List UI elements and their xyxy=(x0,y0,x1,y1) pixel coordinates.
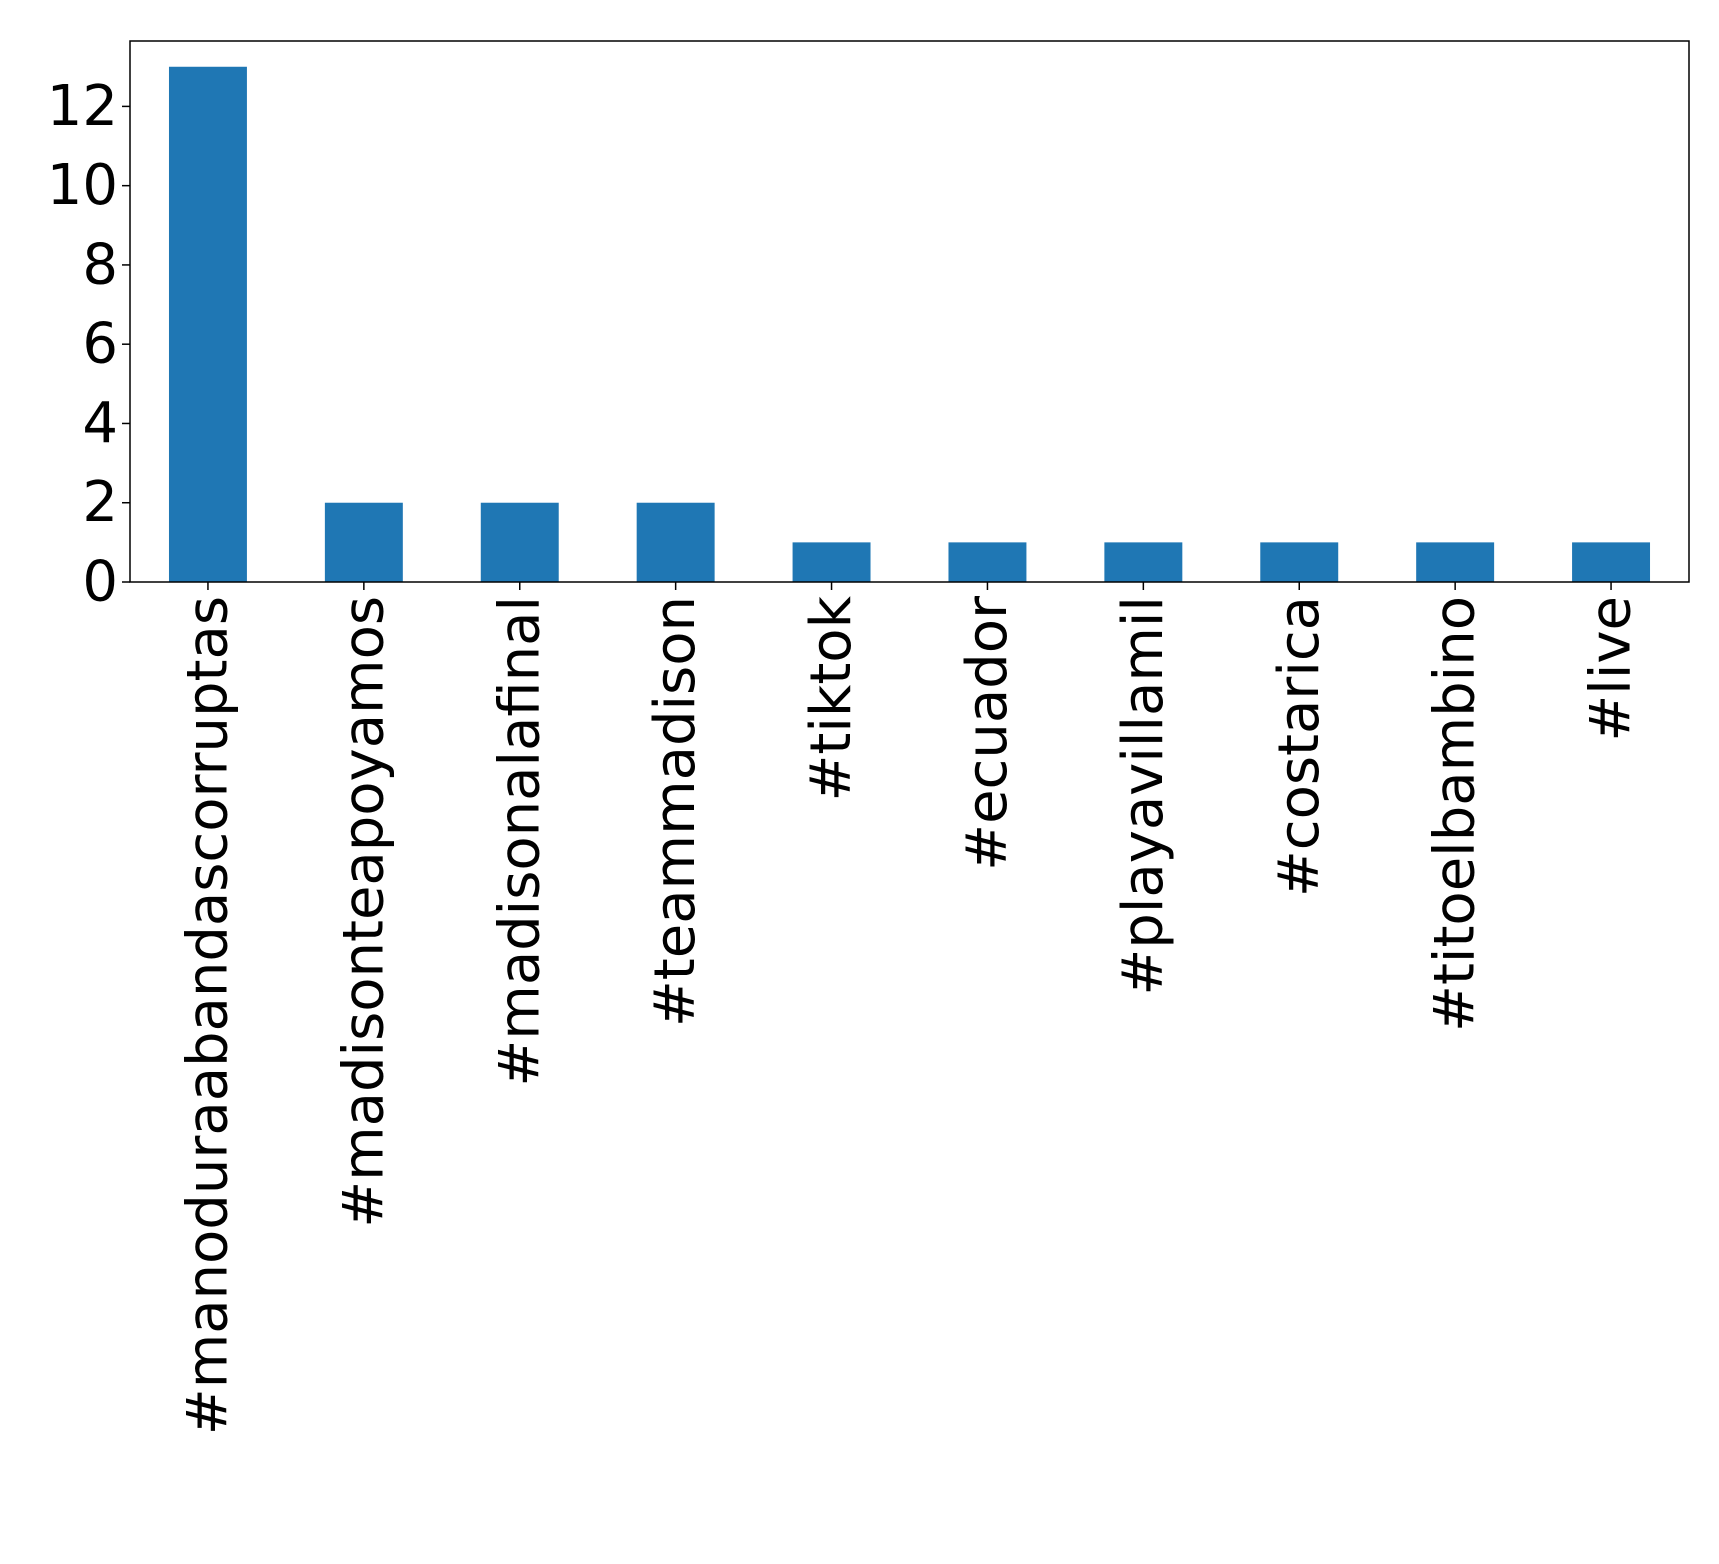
x-tick-label: #playavillamil xyxy=(1111,596,1176,996)
y-tick-label: 6 xyxy=(82,312,118,377)
y-tick-label: 12 xyxy=(47,74,118,139)
plot-area-frame xyxy=(129,40,1690,583)
bar-tiktok xyxy=(792,542,871,582)
x-tick-label: #madisonteapoyamos xyxy=(331,596,396,1228)
x-axis: #manoduraabandascorruptas #madisonteapoya… xyxy=(175,582,1644,1435)
x-tick-label: #tiktok xyxy=(799,595,864,801)
y-tick-label: 4 xyxy=(82,391,118,456)
x-tick-label: #madisonalafinal xyxy=(487,596,552,1087)
x-tick-label: #costarica xyxy=(1267,596,1332,897)
x-tick-label: #teammadison xyxy=(643,596,708,1027)
bar-madisonteapoyamos xyxy=(324,502,403,582)
x-tick-label: #live xyxy=(1579,596,1644,742)
y-tick-label: 0 xyxy=(82,550,118,615)
bar-madisonalafinal xyxy=(480,502,559,582)
y-tick-label: 8 xyxy=(82,232,118,297)
bar-teammadison xyxy=(636,502,715,582)
bar-playavillamil xyxy=(1104,542,1183,582)
y-axis: 0 2 4 6 8 10 12 xyxy=(47,74,130,615)
bars-layer xyxy=(168,66,1651,582)
x-tick-label: #titoelbambino xyxy=(1423,596,1488,1032)
x-tick-label: #ecuador xyxy=(955,595,1020,871)
bar-titoelbambino xyxy=(1416,542,1495,582)
bar-ecuador xyxy=(948,542,1027,582)
bar-manoduraabandascorruptas xyxy=(168,66,247,582)
x-tick-label: #manoduraabandascorruptas xyxy=(175,596,240,1435)
bar-live xyxy=(1572,542,1651,582)
y-tick-label: 10 xyxy=(47,153,118,218)
bar-costarica xyxy=(1260,542,1339,582)
y-tick-label: 2 xyxy=(82,470,118,535)
